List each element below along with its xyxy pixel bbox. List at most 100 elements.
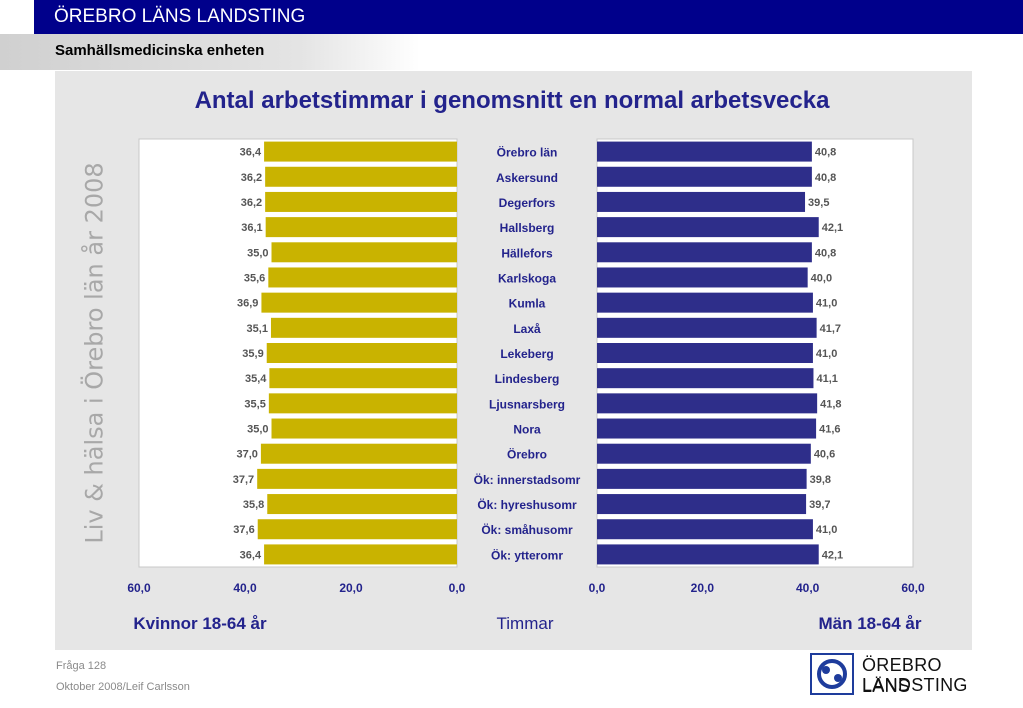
category-label: Karlskoga xyxy=(498,271,556,285)
men-bar xyxy=(597,544,819,565)
category-label: Ök: hyreshusomr xyxy=(477,497,577,512)
men-bar xyxy=(597,368,814,389)
landsting-logo: ÖREBRO LÄNS LANDSTING xyxy=(810,653,980,697)
men-value-label: 40,8 xyxy=(815,247,836,259)
women-bar xyxy=(268,393,457,414)
women-value-label: 36,9 xyxy=(237,298,258,310)
women-value-label: 36,1 xyxy=(241,222,262,234)
men-value-label: 40,8 xyxy=(815,172,836,184)
men-bar xyxy=(597,242,812,263)
category-label: Ök: innerstadsomr xyxy=(474,472,581,487)
category-label: Ök: småhusomr xyxy=(481,522,573,537)
women-bar xyxy=(261,292,457,313)
unit-name: Samhällsmedicinska enheten xyxy=(55,42,265,59)
women-bar xyxy=(271,242,457,263)
right-tick-label: 0,0 xyxy=(589,581,606,595)
women-bar xyxy=(270,317,457,338)
category-label: Ök: ytteromr xyxy=(491,547,563,562)
women-bar xyxy=(268,267,457,288)
women-bar xyxy=(267,494,457,515)
org-name: ÖREBRO LÄNS LANDSTING xyxy=(54,6,306,27)
chart-title: Antal arbetstimmar i genomsnitt en norma… xyxy=(195,87,831,114)
men-bar xyxy=(597,191,806,212)
men-bar xyxy=(597,418,817,439)
women-bar xyxy=(265,217,457,238)
women-value-label: 36,2 xyxy=(241,197,262,209)
women-bar xyxy=(269,368,457,389)
women-value-label: 36,2 xyxy=(241,172,262,184)
category-label: Kumla xyxy=(509,297,546,311)
men-bar xyxy=(597,443,811,464)
men-bar xyxy=(597,519,813,540)
men-bar xyxy=(597,141,812,162)
men-bar xyxy=(597,343,813,363)
women-value-label: 37,6 xyxy=(233,524,254,536)
right-tick-label: 60,0 xyxy=(901,581,925,595)
women-bar xyxy=(265,191,457,212)
left-tick-label: 60,0 xyxy=(127,581,151,595)
category-label: Hallsberg xyxy=(500,221,555,235)
women-value-label: 37,0 xyxy=(236,449,257,461)
men-value-label: 41,6 xyxy=(819,424,840,436)
left-tick-label: 0,0 xyxy=(449,581,466,595)
men-value-label: 41,0 xyxy=(816,348,837,360)
women-series-label: Kvinnor 18-64 år xyxy=(133,614,267,633)
men-value-label: 39,7 xyxy=(809,499,830,511)
men-value-label: 40,8 xyxy=(815,147,836,159)
men-value-label: 41,7 xyxy=(820,323,841,335)
women-value-label: 35,5 xyxy=(244,398,265,410)
women-value-label: 35,8 xyxy=(243,499,264,511)
logo-line2: LANDSTING xyxy=(862,675,968,695)
men-bar xyxy=(597,267,808,288)
category-label: Degerfors xyxy=(499,196,556,210)
men-bar xyxy=(597,494,807,515)
men-value-label: 41,0 xyxy=(816,298,837,310)
men-value-label: 41,1 xyxy=(816,373,837,385)
category-label: Örebro xyxy=(507,447,547,462)
women-bar xyxy=(266,343,457,363)
men-bar xyxy=(597,217,819,238)
men-bar xyxy=(597,393,818,414)
men-value-label: 42,1 xyxy=(822,222,843,234)
left-tick-label: 40,0 xyxy=(233,581,257,595)
men-bar xyxy=(597,317,817,338)
x-axis-label: Timmar xyxy=(497,614,554,633)
men-value-label: 40,0 xyxy=(811,272,832,284)
men-value-label: 40,6 xyxy=(814,449,835,461)
women-value-label: 35,9 xyxy=(242,348,263,360)
women-value-label: 36,4 xyxy=(240,147,262,159)
logo-emblem xyxy=(810,653,854,695)
men-value-label: 42,1 xyxy=(822,549,843,561)
women-value-label: 35,4 xyxy=(245,373,267,385)
men-value-label: 41,8 xyxy=(820,398,841,410)
women-value-label: 37,7 xyxy=(233,474,254,486)
logo-emblem-icon xyxy=(817,659,847,689)
left-tick-label: 20,0 xyxy=(339,581,363,595)
women-value-label: 36,4 xyxy=(240,549,262,561)
men-series-label: Män 18-64 år xyxy=(819,614,922,633)
men-bar xyxy=(597,166,812,187)
men-bar xyxy=(597,468,807,489)
subheader-bar: Samhällsmedicinska enheten xyxy=(0,34,1023,70)
logo-line1: ÖREBRO LÄNS xyxy=(862,655,942,696)
footer-date-author: Oktober 2008/Leif Carlsson xyxy=(56,681,190,693)
category-label: Nora xyxy=(513,423,541,437)
category-label: Ljusnarsberg xyxy=(489,397,565,411)
women-bar xyxy=(257,468,457,489)
women-bar xyxy=(260,443,457,464)
footer-question: Fråga 128 xyxy=(56,660,107,672)
header-bar: ÖREBRO LÄNS LANDSTING xyxy=(34,0,1023,34)
women-bar xyxy=(264,544,457,565)
women-value-label: 35,6 xyxy=(244,272,265,284)
men-value-label: 39,5 xyxy=(808,197,829,209)
category-label: Askersund xyxy=(496,171,558,185)
category-label: Laxå xyxy=(513,322,541,336)
women-bar xyxy=(271,418,457,439)
category-label: Hällefors xyxy=(501,246,553,260)
women-bar xyxy=(265,166,457,187)
men-value-label: 41,0 xyxy=(816,524,837,536)
category-label: Lekeberg xyxy=(500,347,553,361)
men-value-label: 39,8 xyxy=(810,474,831,486)
women-value-label: 35,0 xyxy=(247,424,268,436)
men-bar xyxy=(597,292,813,313)
